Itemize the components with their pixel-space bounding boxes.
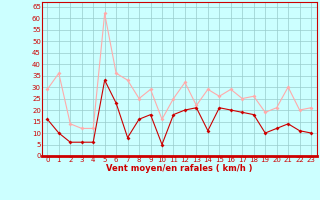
X-axis label: Vent moyen/en rafales ( km/h ): Vent moyen/en rafales ( km/h ) (106, 164, 252, 173)
